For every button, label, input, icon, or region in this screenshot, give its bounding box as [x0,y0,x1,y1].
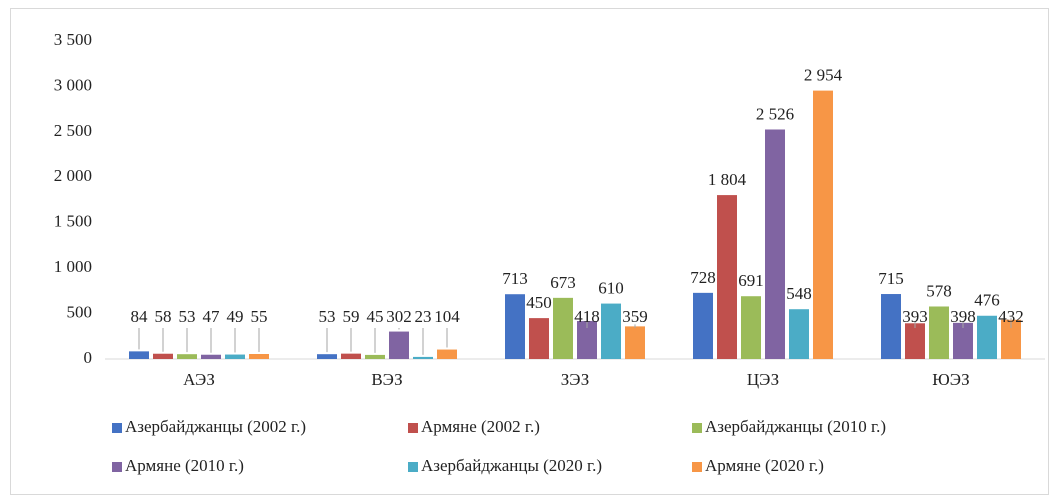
bar [201,354,221,359]
bar [365,354,385,359]
bar [625,326,645,359]
x-tick-label: ЦЭЗ [747,370,779,389]
bar [741,296,761,359]
bar [789,309,809,359]
data-label: 691 [738,271,764,290]
data-label: 45 [367,307,384,326]
data-label: 359 [622,307,648,326]
data-label: 104 [434,307,460,326]
y-tick-label: 2 500 [54,121,92,140]
bar [929,306,949,359]
data-label: 673 [550,273,576,292]
legend-label: Армяне (2002 г.) [421,417,540,436]
x-tick-label: ВЭЗ [371,370,402,389]
bar [129,351,149,359]
bar [317,354,337,359]
bar [905,323,925,359]
bar [341,353,361,359]
data-label: 418 [574,307,600,326]
legend-swatch [692,462,702,472]
data-label: 55 [251,307,268,326]
data-label: 715 [878,269,904,288]
bar [413,356,433,359]
data-label: 610 [598,278,624,297]
data-label: 23 [415,307,432,326]
legend-label: Азербайджанцы (2010 г.) [705,417,886,436]
data-label: 2 526 [756,104,794,123]
y-tick-label: 0 [84,348,93,367]
bar [765,129,785,359]
bar [505,294,525,359]
legend-swatch [112,423,122,433]
data-label: 302 [386,307,412,326]
data-label: 58 [155,307,172,326]
bar [437,349,457,359]
data-label: 393 [902,307,928,326]
data-label: 398 [950,307,976,326]
data-label: 713 [502,269,528,288]
bar [977,315,997,359]
x-tick-label: ЮЭЗ [932,370,969,389]
bar [249,354,269,359]
bar [529,318,549,359]
bar [553,297,573,359]
bar [601,303,621,359]
bar [813,90,833,359]
data-label: 53 [319,307,336,326]
data-label: 728 [690,268,716,287]
data-label: 450 [526,293,552,312]
bar [153,353,173,359]
x-tick-label: ЗЭЗ [561,370,589,389]
bar [1001,319,1021,359]
bar [881,294,901,359]
data-label: 476 [974,291,1000,310]
data-label: 47 [203,307,221,326]
data-label: 2 954 [804,66,843,85]
bar [389,331,409,359]
data-label: 548 [786,284,812,303]
legend-swatch [692,423,702,433]
legend-label: Азербайджанцы (2020 г.) [421,456,602,475]
legend-swatch [408,462,418,472]
bar [953,322,973,359]
data-label: 53 [179,307,196,326]
y-tick-label: 3 500 [54,30,92,49]
bar [717,195,737,359]
y-tick-label: 3 000 [54,75,92,94]
data-label: 59 [343,307,360,326]
y-tick-label: 2 000 [54,166,92,185]
y-tick-label: 500 [67,302,93,321]
data-label: 84 [131,307,149,326]
data-label: 578 [926,281,952,300]
legend-swatch [408,423,418,433]
legend-label: Азербайджанцы (2002 г.) [125,417,306,436]
bar [177,354,197,359]
data-label: 49 [227,307,244,326]
chart-border [10,8,1049,495]
legend-label: Армяне (2010 г.) [125,456,244,475]
bar [577,321,597,359]
data-label: 432 [998,307,1024,326]
bar [693,292,713,359]
bar [225,354,245,359]
legend-swatch [112,462,122,472]
data-label: 1 804 [708,170,747,189]
y-tick-label: 1 000 [54,257,92,276]
y-tick-label: 1 500 [54,212,92,231]
x-tick-label: АЭЗ [183,370,215,389]
legend-label: Армяне (2020 г.) [705,456,824,475]
